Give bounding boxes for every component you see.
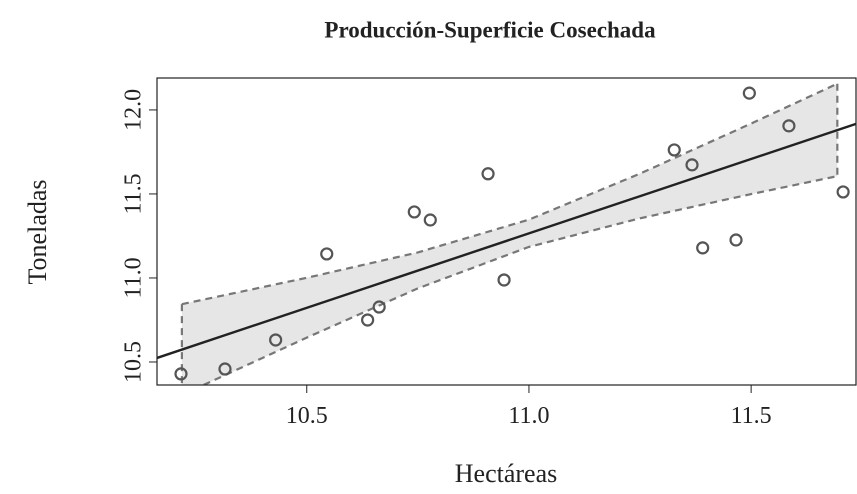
- plot-frame: [156, 77, 857, 386]
- point: [667, 143, 681, 157]
- x-tick-label: 11.5: [731, 403, 772, 429]
- y-tick-label: 12.0: [121, 89, 147, 131]
- point: [218, 362, 232, 376]
- point: [497, 273, 511, 287]
- point: [269, 333, 283, 347]
- y-tick-label: 10.5: [121, 341, 147, 383]
- plot-area: [157, 82, 856, 385]
- regression-line: [157, 122, 856, 360]
- y-tick-label: 11.0: [121, 257, 147, 298]
- point: [696, 241, 710, 255]
- point: [361, 313, 375, 327]
- point: [372, 300, 386, 314]
- point: [836, 185, 850, 199]
- point: [423, 213, 437, 227]
- y-tick-label: 11.5: [121, 173, 147, 214]
- y-axis-label: Toneladas: [23, 179, 52, 284]
- confidence-band: [181, 83, 838, 385]
- x-tick-label: 10.5: [286, 403, 328, 429]
- point: [320, 247, 334, 261]
- point: [729, 233, 743, 247]
- point: [481, 167, 495, 181]
- band-lower: [200, 175, 838, 385]
- chart-title: Producción-Superficie Cosechada: [324, 17, 656, 42]
- point: [742, 86, 756, 100]
- point: [685, 158, 699, 172]
- point: [407, 205, 421, 219]
- point: [782, 119, 796, 133]
- x-tick-label: 11.0: [508, 403, 549, 429]
- x-axis-label: Hectáreas: [455, 459, 557, 488]
- point: [174, 367, 188, 381]
